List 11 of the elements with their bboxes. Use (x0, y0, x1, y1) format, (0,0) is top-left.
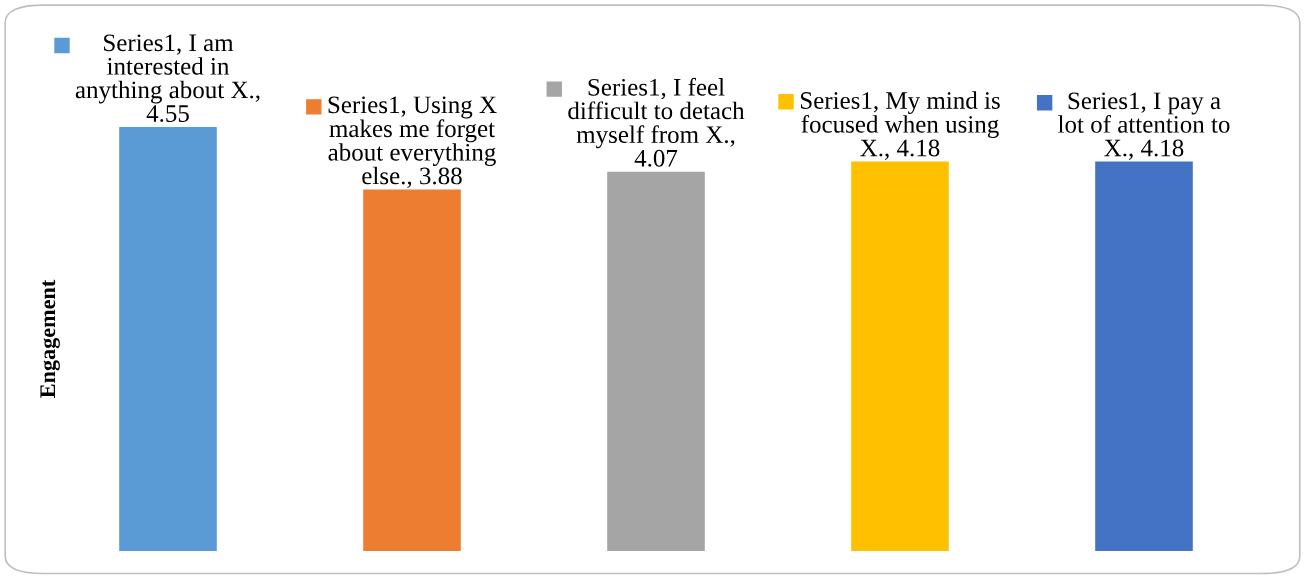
data-label: Series1, I feel difficult to detach myself from X., 4.07 (568, 77, 745, 167)
bar (363, 189, 461, 551)
data-label: Series1, I am interested in anything about X., 4.55 (75, 34, 260, 123)
bar (119, 127, 217, 551)
data-label: Series1, I pay a lot of attention to X., 4.18 (1058, 92, 1230, 160)
data-label: Series1, Using X makes me forget about everything else., 3.88 (328, 96, 497, 188)
data-label: Series1, My mind is focused when using X., 4.18 (800, 91, 1000, 160)
bar (851, 161, 949, 551)
y-axis-title: Engagement (40, 279, 60, 398)
bar (1095, 161, 1193, 551)
bar (607, 171, 705, 551)
